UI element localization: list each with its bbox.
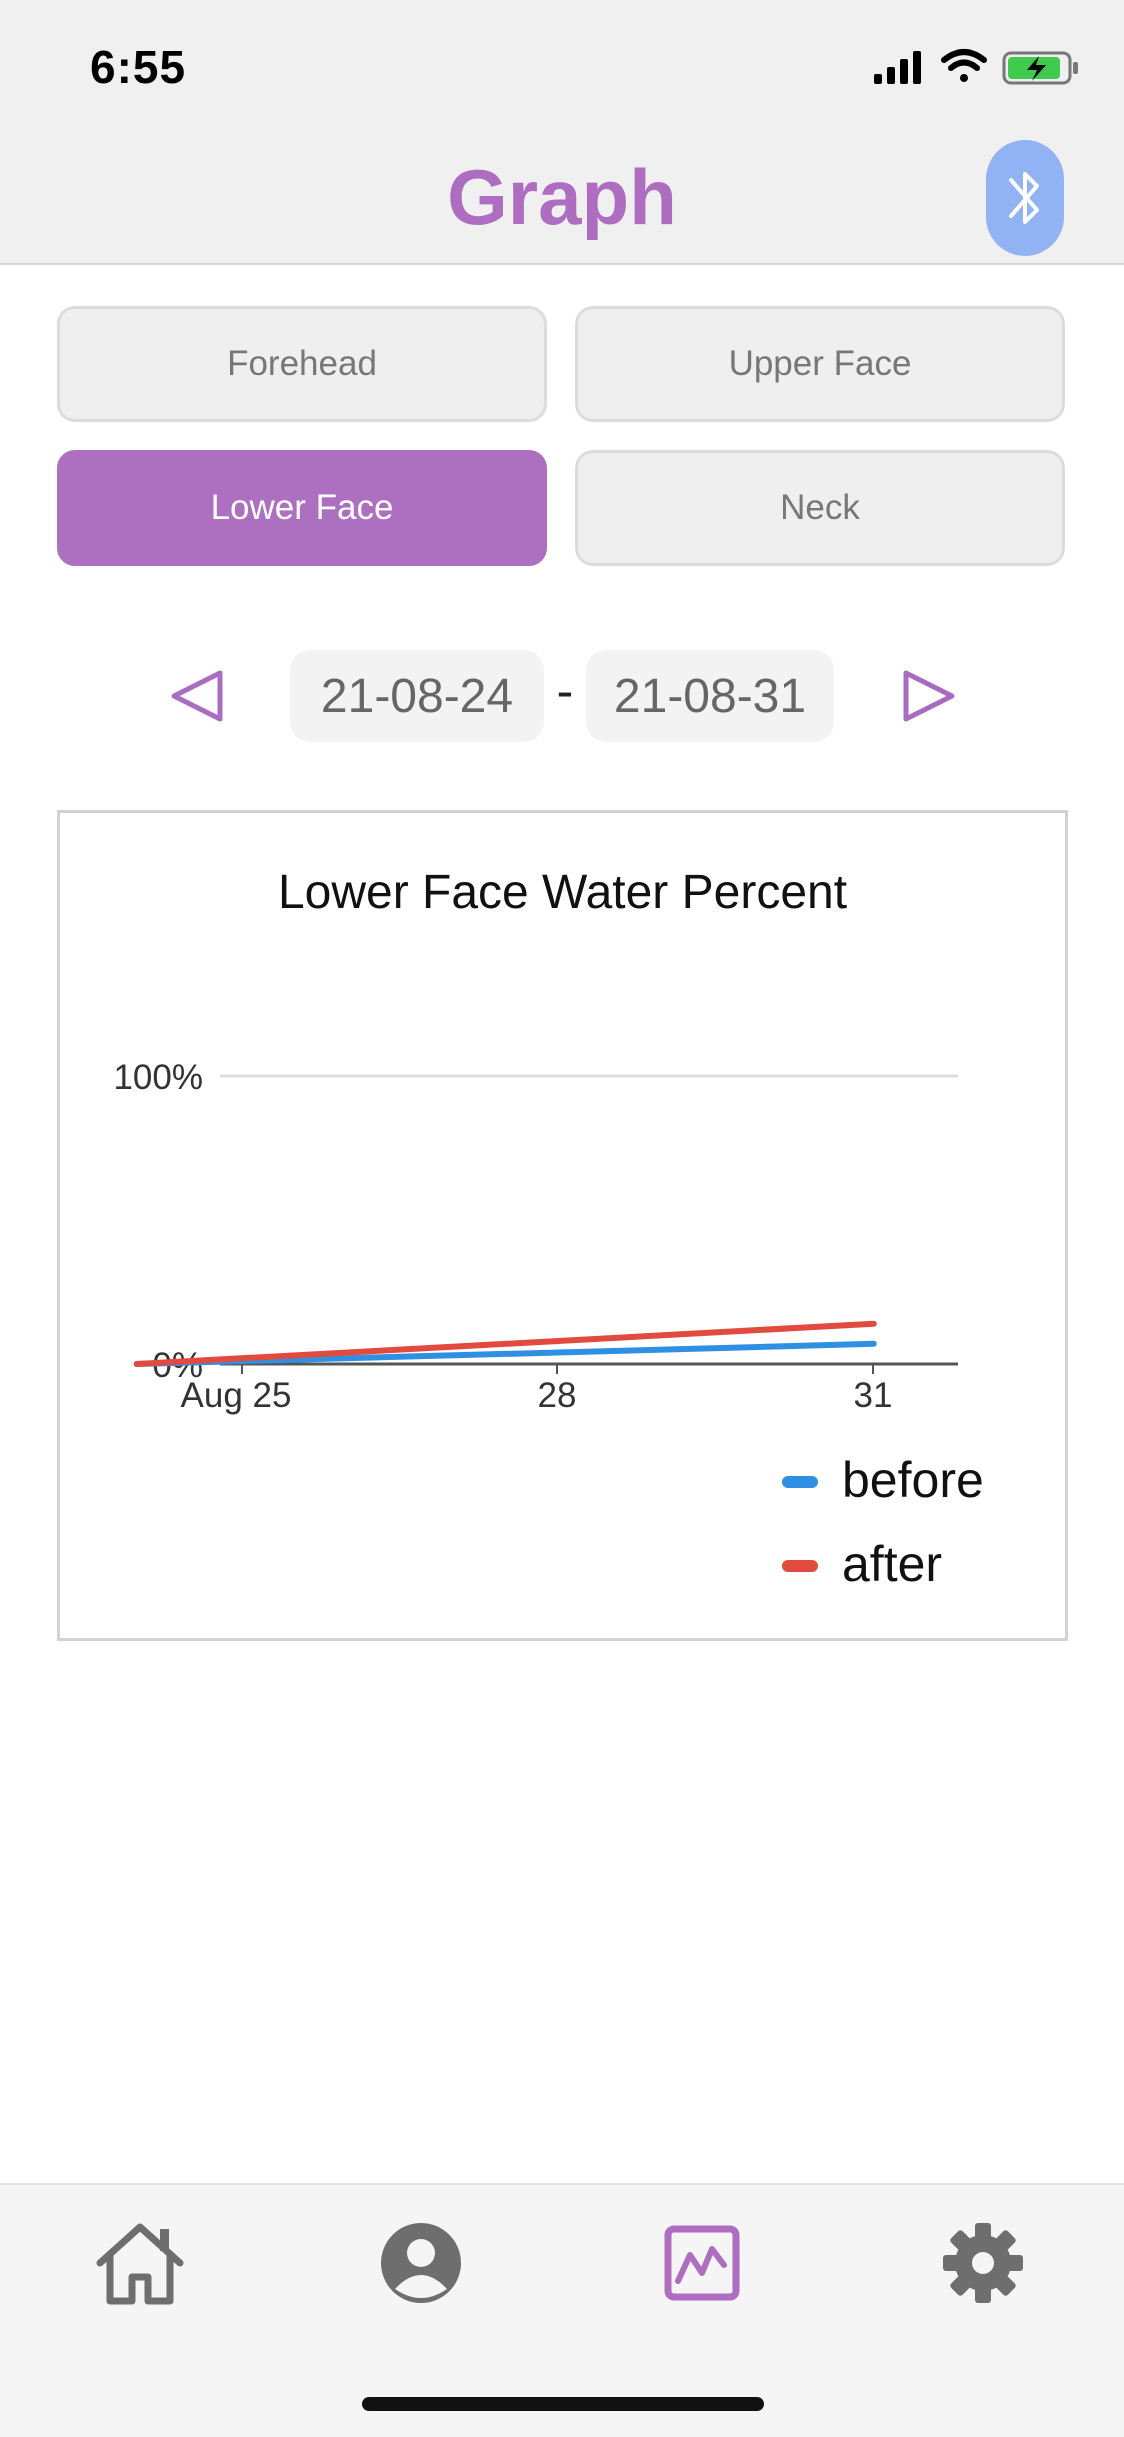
tab-graph[interactable] xyxy=(652,2213,752,2313)
end-date[interactable]: 21-08-31 xyxy=(586,650,834,742)
start-date[interactable]: 21-08-24 xyxy=(290,650,544,742)
series-line-before xyxy=(133,1340,877,1367)
neck-button[interactable]: Neck xyxy=(575,450,1065,566)
signal-icon xyxy=(874,51,921,84)
legend-swatch-before xyxy=(782,1476,818,1488)
legend-label-after: after xyxy=(842,1536,942,1592)
user-icon xyxy=(381,2223,461,2303)
triangle-right-icon xyxy=(903,670,955,722)
tab-profile[interactable] xyxy=(371,2213,471,2313)
header: Graph xyxy=(0,130,1124,265)
tab-bar xyxy=(0,2183,1124,2437)
legend-label-before: before xyxy=(842,1452,984,1508)
forehead-label: Forehead xyxy=(227,344,377,383)
wifi-icon xyxy=(941,49,987,82)
upper-face-button[interactable]: Upper Face xyxy=(575,306,1065,422)
legend-swatch-after xyxy=(782,1560,818,1572)
next-week-button[interactable] xyxy=(900,668,958,724)
chart-card: Lower Face Water Percent 100% 0% Aug 25 … xyxy=(57,810,1068,1641)
triangle-left-icon xyxy=(171,670,223,722)
tab-settings[interactable] xyxy=(933,2213,1033,2313)
x-tick-28: 28 xyxy=(538,1376,577,1415)
series-line-after xyxy=(133,1320,877,1367)
bluetooth-button[interactable] xyxy=(986,140,1064,256)
neck-label: Neck xyxy=(780,488,860,527)
tab-home[interactable] xyxy=(90,2213,190,2313)
bluetooth-icon xyxy=(1009,172,1039,224)
home-indicator xyxy=(362,2397,764,2411)
battery-icon xyxy=(1002,51,1078,85)
date-range-row: 21-08-24 - 21-08-31 xyxy=(0,650,1124,742)
date-separator: - xyxy=(556,663,574,719)
forehead-button[interactable]: Forehead xyxy=(57,306,547,422)
previous-week-button[interactable] xyxy=(168,668,226,724)
gear-icon xyxy=(943,2223,1023,2303)
lower-face-button[interactable]: Lower Face xyxy=(57,450,547,566)
status-icons xyxy=(874,49,1078,85)
home-icon xyxy=(96,2223,184,2305)
y-tick-100: 100% xyxy=(113,1058,203,1097)
x-tick-31: 31 xyxy=(854,1376,893,1415)
chart-title: Lower Face Water Percent xyxy=(277,866,848,919)
lower-face-label: Lower Face xyxy=(210,488,394,527)
x-tick-aug25: Aug 25 xyxy=(181,1376,292,1415)
status-time: 6:55 xyxy=(90,41,187,93)
status-bar: 6:55 xyxy=(0,0,1124,130)
page-title: Graph xyxy=(447,153,677,241)
line-chart: 100% 0% Aug 25 28 31 before after xyxy=(113,1058,984,1592)
chart-icon xyxy=(664,2225,740,2301)
upper-face-label: Upper Face xyxy=(728,344,912,383)
